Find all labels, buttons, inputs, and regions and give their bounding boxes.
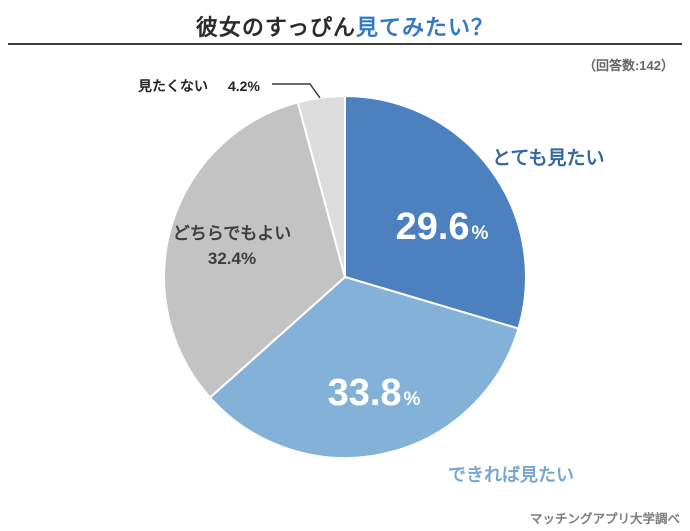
- respondents-count: （回答数:142）: [582, 58, 674, 73]
- pie-slice-0: [344, 95, 527, 330]
- slice-value-dekireba-number: 33.8: [327, 372, 402, 414]
- page-title-black: 彼女のすっぴん: [195, 15, 357, 40]
- page-title-highlight: 見てみたい？: [356, 15, 495, 40]
- slice-value-totemo: 29.6%: [352, 208, 532, 246]
- pie-slice-2: [163, 101, 346, 399]
- title-divider: [8, 43, 682, 45]
- slice-value-dekireba: 33.8%: [284, 374, 464, 412]
- slice-label-dochira-name: どちらでもよい: [172, 224, 292, 243]
- slice-label-totemo: とても見たい: [492, 148, 605, 169]
- callout-line: [272, 83, 321, 99]
- page-title: 彼女のすっぴん見てみたい？: [0, 10, 690, 42]
- slice-value-dekireba-unit: %: [403, 389, 421, 410]
- slice-label-mitakunai-name: 見たくない: [138, 78, 208, 94]
- slice-label-dekireba: できれば見たい: [448, 465, 574, 485]
- source-credit: マッチングアプリ大学調べ: [529, 512, 680, 526]
- slice-label-dochira: どちらでもよい 32.4%: [150, 222, 314, 271]
- pie-slices-group: [163, 95, 527, 459]
- slice-value-totemo-unit: %: [471, 223, 489, 244]
- slice-label-mitakunai-value: 4.2%: [228, 78, 260, 94]
- pie-slice-1: [208, 276, 520, 459]
- slice-label-dochira-value: 32.4%: [207, 248, 257, 268]
- slice-value-totemo-number: 29.6: [395, 206, 470, 248]
- pie-slice-3: [296, 95, 346, 278]
- slice-label-mitakunai: 見たくない 4.2%: [138, 76, 260, 96]
